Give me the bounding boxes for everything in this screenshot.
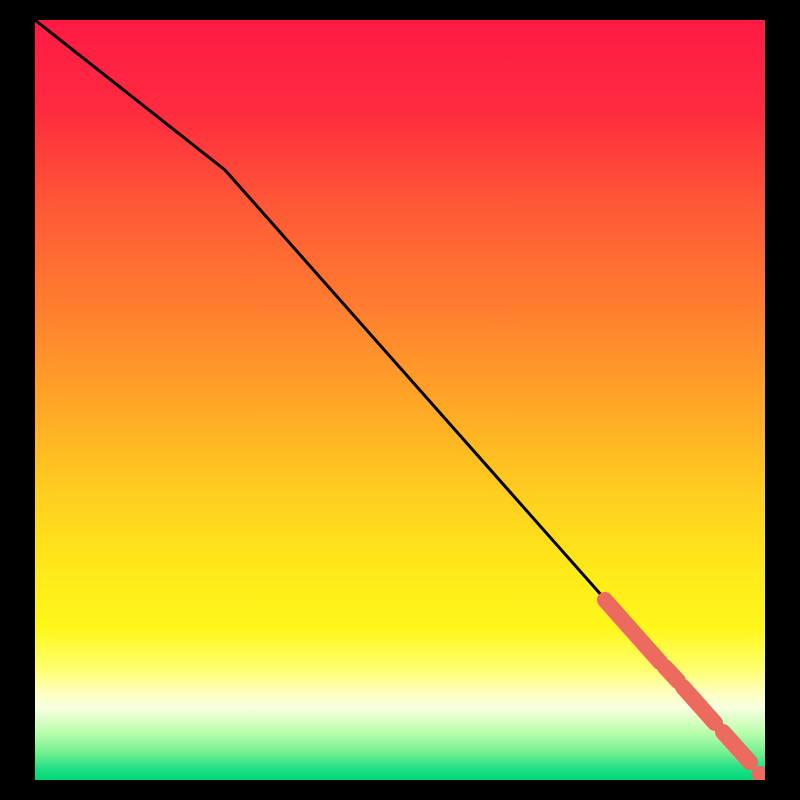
chart-svg bbox=[35, 20, 765, 780]
frame-top bbox=[0, 0, 800, 20]
frame-bottom bbox=[0, 780, 800, 800]
chart-plot-area bbox=[35, 20, 765, 780]
marker-segment bbox=[683, 687, 715, 723]
frame-right bbox=[765, 0, 800, 800]
marker-segment bbox=[665, 667, 678, 681]
marker-segment bbox=[605, 600, 660, 662]
marker-segment bbox=[723, 732, 750, 762]
frame-left bbox=[0, 0, 35, 800]
